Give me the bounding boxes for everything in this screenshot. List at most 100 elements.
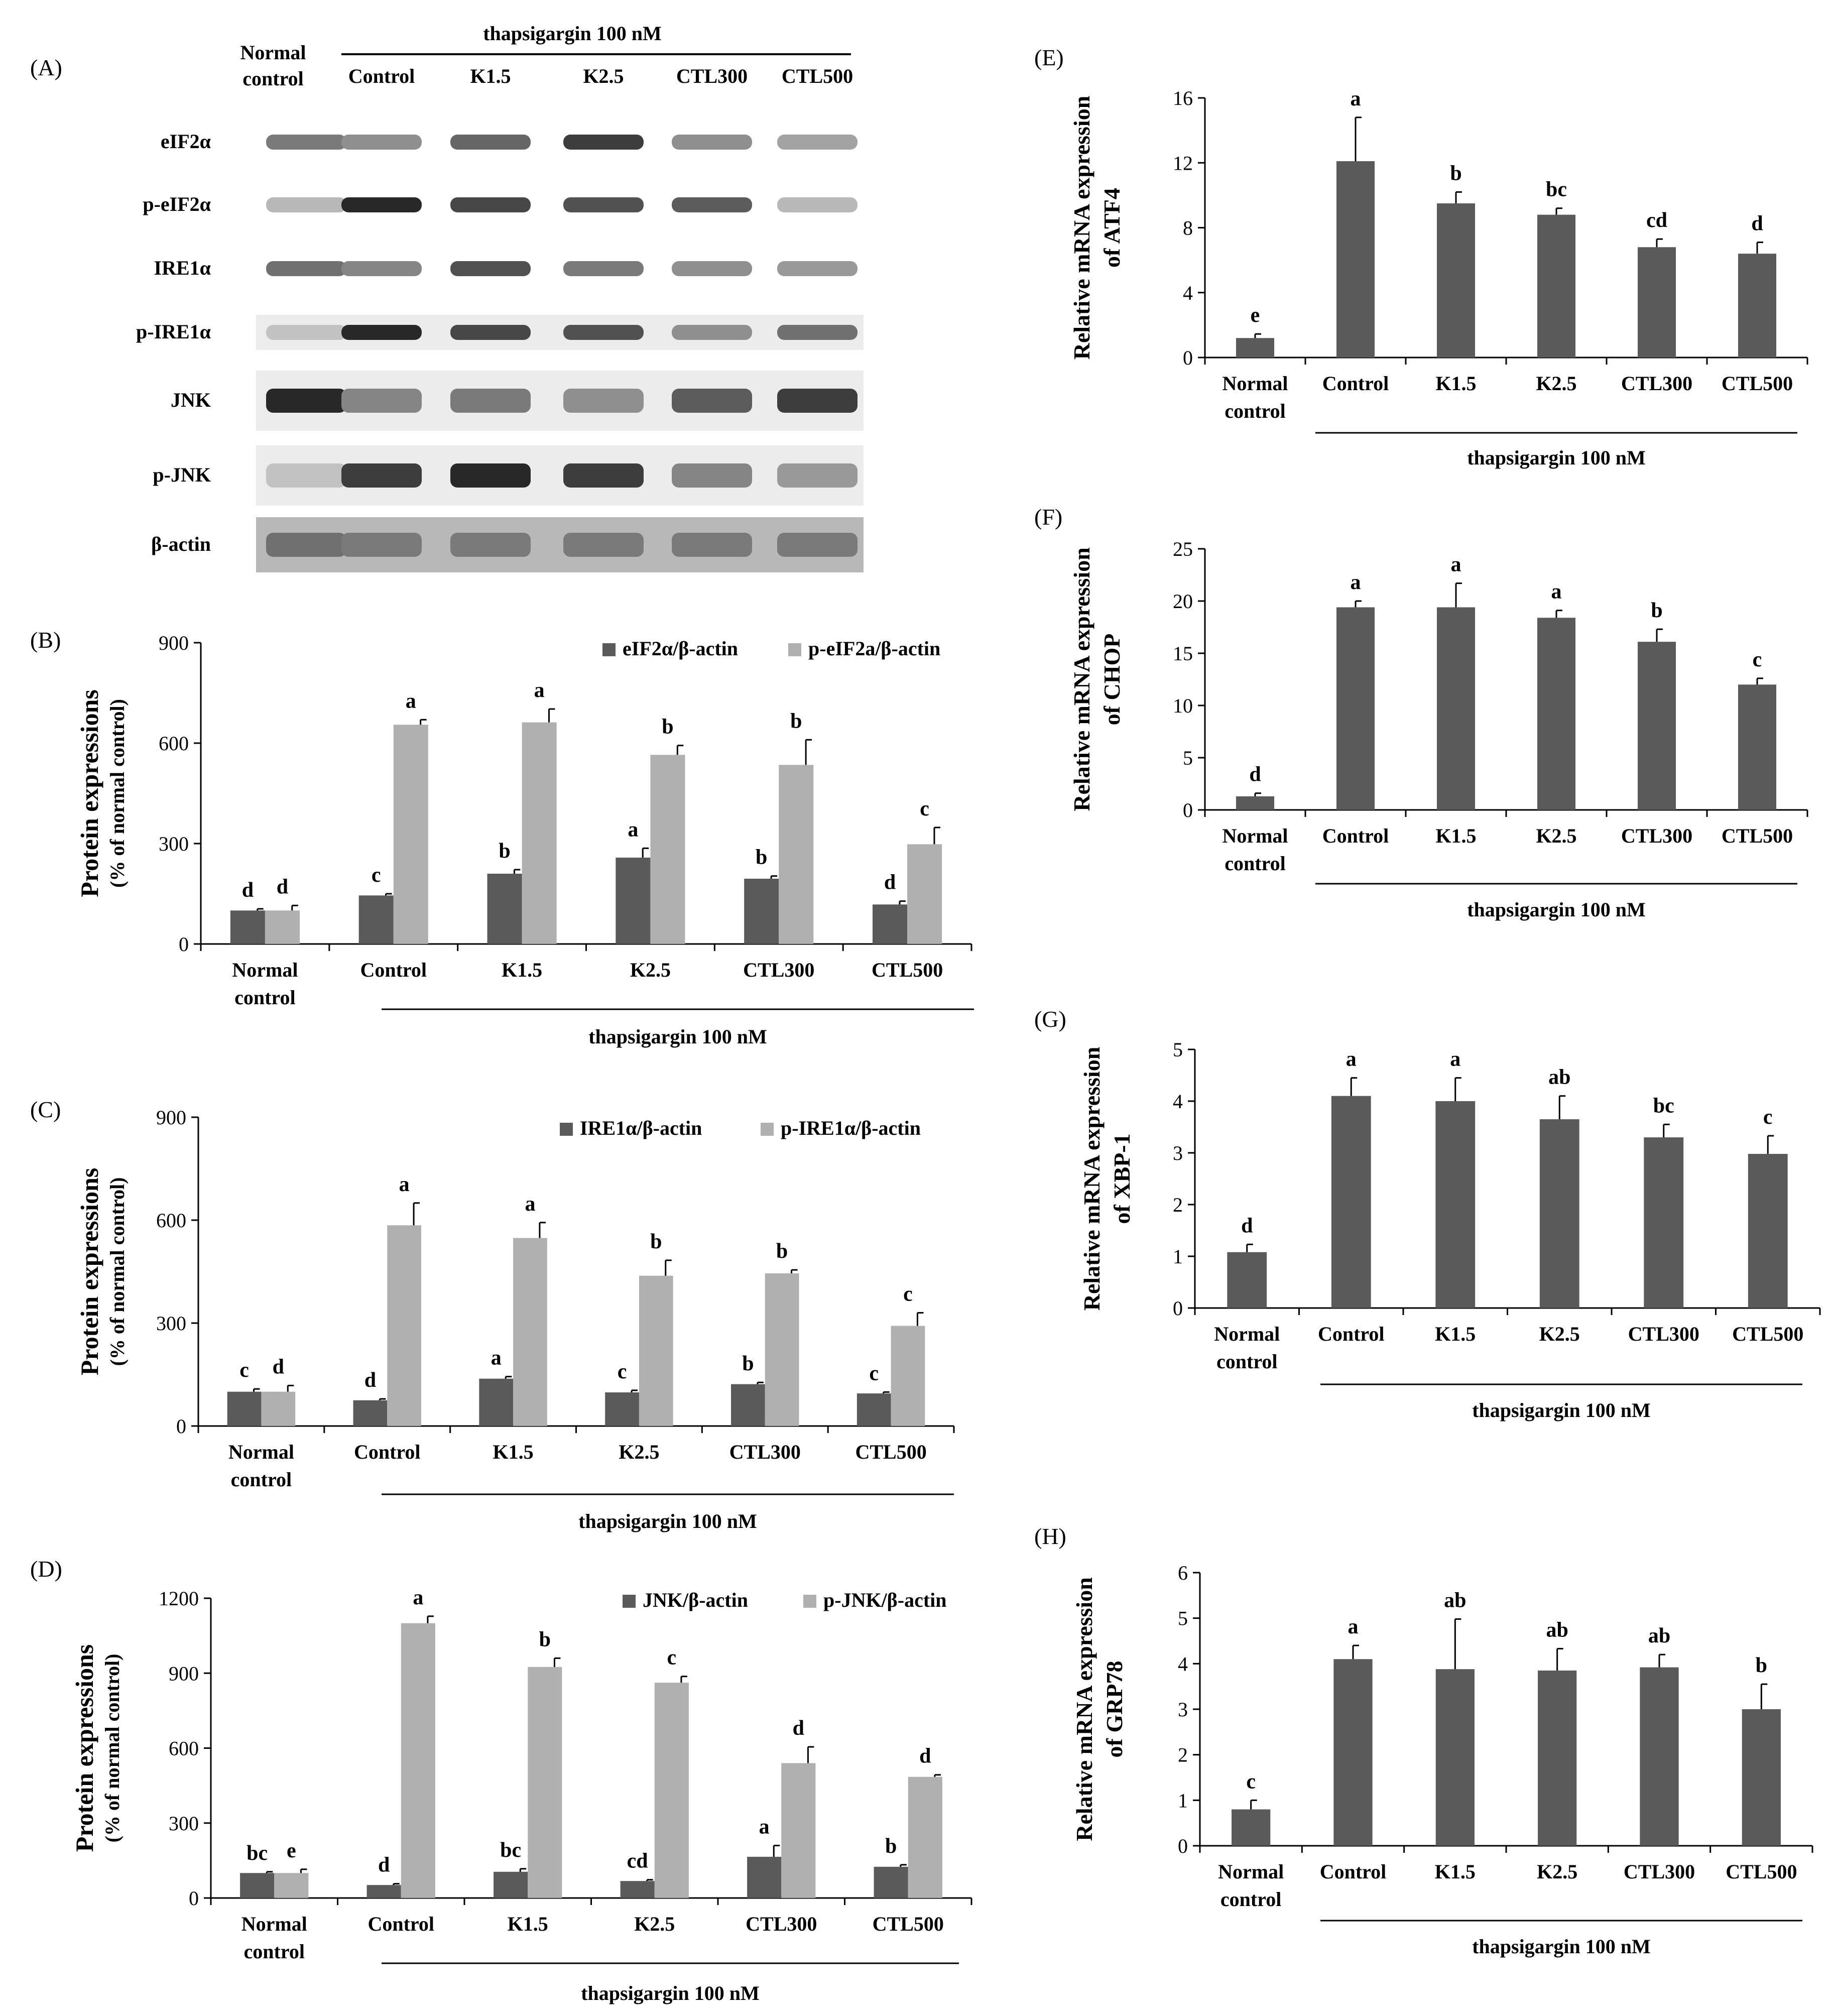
significance-letter: a bbox=[1348, 1615, 1359, 1638]
x-tick-label: Normal bbox=[1222, 824, 1288, 847]
bar-dark bbox=[731, 1384, 765, 1426]
bar-light bbox=[265, 910, 300, 944]
significance-letter: bc bbox=[1546, 178, 1567, 201]
bar-dark bbox=[1640, 1667, 1679, 1846]
bar-dark bbox=[1336, 161, 1375, 358]
chart-h: (H) Relative mRNA expression of GRP78 0 1 2 3 4… bbox=[1034, 1523, 1813, 1958]
significance-letter: a bbox=[628, 818, 638, 841]
x-tick-label: K1.5 bbox=[1435, 372, 1476, 395]
y-tick-label: 6 bbox=[1178, 1562, 1188, 1584]
y-tick-label: 5 bbox=[1183, 747, 1193, 769]
panel-label-a: (A) bbox=[30, 55, 62, 80]
x-tick-label: K1.5 bbox=[1435, 1860, 1476, 1883]
significance-letter: a bbox=[1351, 571, 1361, 594]
y-tick-label: 1 bbox=[1178, 1789, 1188, 1812]
bar-dark bbox=[230, 910, 265, 944]
y-axis-title: Protein expressions (% of normal control) bbox=[75, 1168, 129, 1375]
blot-band bbox=[341, 135, 422, 150]
y-tick-label: 20 bbox=[1173, 590, 1193, 613]
bar-dark bbox=[1336, 607, 1375, 810]
significance-letter: b bbox=[742, 1352, 754, 1375]
x-tick-label: K2.5 bbox=[619, 1441, 659, 1463]
significance-letter: cd bbox=[1646, 209, 1667, 232]
y-tick-label: 0 bbox=[179, 933, 189, 956]
significance-letter: ab bbox=[1548, 1066, 1570, 1089]
bar-dark bbox=[1236, 796, 1274, 810]
y-axis-title: Relative mRNA expression of GRP78 bbox=[1071, 1577, 1127, 1841]
significance-letter: d bbox=[242, 879, 254, 902]
significance-letter: a bbox=[1451, 553, 1461, 576]
y-axis-title-sub: (% of normal control) bbox=[106, 699, 129, 888]
significance-letter: d bbox=[1249, 763, 1261, 786]
significance-letter: c bbox=[920, 797, 929, 820]
y-tick-label: 300 bbox=[156, 1312, 186, 1335]
x-tick-label: CTL300 bbox=[1621, 372, 1692, 395]
bar-dark bbox=[1435, 1669, 1475, 1846]
blot-band bbox=[672, 261, 752, 276]
blot-band bbox=[450, 325, 531, 340]
bar-dark bbox=[1644, 1137, 1684, 1308]
x-tick-label: K1.5 bbox=[1435, 1323, 1476, 1345]
x-tick-label: Control bbox=[360, 959, 427, 981]
blot-band bbox=[672, 325, 752, 340]
significance-letter: a bbox=[759, 1816, 770, 1839]
x-tick-label: K1.5 bbox=[502, 959, 542, 981]
bar-dark bbox=[358, 895, 394, 944]
bar-dark bbox=[616, 858, 651, 944]
x-tick-label: CTL300 bbox=[746, 1913, 817, 1935]
y-tick-label: 900 bbox=[156, 1106, 186, 1129]
bar-dark bbox=[857, 1393, 891, 1426]
bar-light bbox=[779, 765, 814, 944]
y-axis-title: Relative mRNA expression of ATF4 bbox=[1069, 96, 1125, 360]
x-tick-label: K1.5 bbox=[493, 1441, 534, 1463]
y-tick-label: 4 bbox=[1183, 282, 1193, 304]
blot-band bbox=[777, 261, 858, 276]
blot-band bbox=[266, 389, 346, 413]
significance-letter: a bbox=[1346, 1048, 1357, 1071]
significance-letter: a bbox=[399, 1173, 410, 1196]
chart-d: (D) Protein expressions (% of normal contr… bbox=[30, 1556, 972, 2004]
x-tick-label: CTL500 bbox=[1726, 1860, 1797, 1883]
y-axis-title-sub: of ATF4 bbox=[1099, 188, 1125, 268]
y-axis-title-sub: (% of normal control) bbox=[101, 1654, 124, 1843]
bar-dark bbox=[1738, 254, 1776, 358]
blot-band bbox=[672, 463, 752, 488]
blot-band bbox=[341, 533, 422, 557]
x-tick-label: CTL500 bbox=[1722, 824, 1793, 847]
significance-letter: cd bbox=[627, 1850, 648, 1873]
x-tick-label: K2.5 bbox=[1537, 1860, 1577, 1883]
significance-letter: a bbox=[534, 679, 545, 702]
blot-band bbox=[266, 261, 346, 276]
y-axis-title-sub: (% of normal control) bbox=[106, 1177, 129, 1366]
significance-letter: ab bbox=[1546, 1618, 1568, 1641]
x-tick-label: CTL500 bbox=[872, 959, 943, 981]
significance-letter: b bbox=[885, 1835, 897, 1858]
treatment-label: thapsigargin 100 nM bbox=[578, 1510, 757, 1532]
bar-dark bbox=[1331, 1096, 1371, 1308]
blot-band bbox=[266, 197, 346, 212]
bar-dark bbox=[479, 1378, 514, 1426]
panel-label: (E) bbox=[1034, 45, 1064, 70]
chart-e: (E) Relative mRNA expression of ATF4 0 4 8 12 1… bbox=[1034, 45, 1808, 469]
blot-row-label: p-IRE1α bbox=[136, 320, 211, 343]
blot-band bbox=[563, 197, 644, 212]
y-tick-label: 2 bbox=[1178, 1744, 1188, 1766]
x-tick-label: CTL300 bbox=[729, 1441, 801, 1463]
blot-band bbox=[450, 533, 531, 557]
x-tick-label: K2.5 bbox=[1539, 1323, 1580, 1345]
treatment-label: thapsigargin 100 nM bbox=[1467, 446, 1646, 469]
blot-band bbox=[563, 463, 644, 488]
blot-row-label: p-eIF2α bbox=[143, 193, 211, 215]
y-tick-label: 3 bbox=[1173, 1142, 1183, 1164]
blot-band bbox=[563, 533, 644, 557]
legend-label: JNK/β-actin bbox=[643, 1589, 748, 1611]
x-tick-label: control bbox=[1220, 1888, 1281, 1911]
blot-band bbox=[341, 325, 422, 340]
bar-dark bbox=[1333, 1659, 1373, 1846]
legend-swatch bbox=[761, 1123, 774, 1136]
blot-band bbox=[672, 135, 752, 150]
bar-dark bbox=[1236, 338, 1274, 358]
y-tick-label: 1 bbox=[1173, 1245, 1183, 1268]
bar-light bbox=[393, 725, 428, 944]
